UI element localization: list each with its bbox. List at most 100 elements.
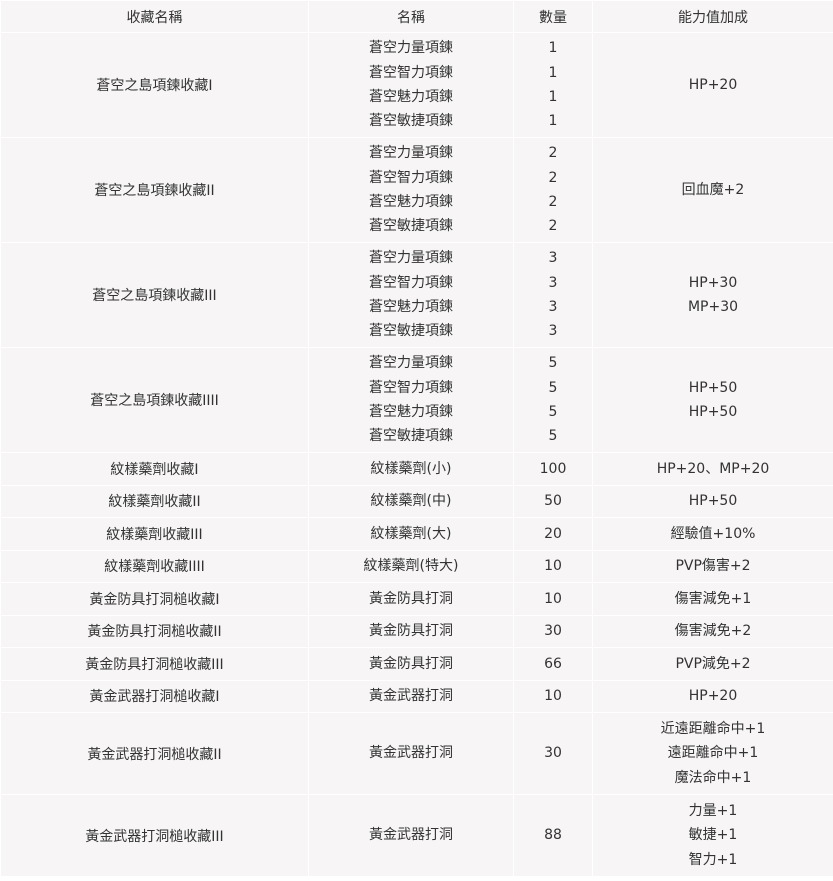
collection-name-cell: 黃金防具打洞槌收藏II bbox=[0, 614, 309, 648]
count-cell-line: 5 bbox=[548, 355, 558, 372]
bonus-cell: 力量+1 敏捷+1 智力+1 bbox=[592, 794, 833, 877]
bonus-cell-line: HP+50 bbox=[688, 493, 738, 510]
collection-name-cell: 黃金武器打洞槌收藏III bbox=[0, 794, 309, 877]
table-row: 蒼空之島項鍊收藏III 蒼空力量項鍊 蒼空智力項鍊 蒼空魅力項鍊 蒼空敏捷項鍊 3 3 3 3 H… bbox=[0, 242, 833, 348]
bonus-cell-line: HP+50 bbox=[688, 404, 738, 420]
item-name-cell: 紋樣藥劑(中) bbox=[308, 484, 514, 518]
count-cell: 88 bbox=[513, 794, 593, 877]
bonus-cell-line: 敏捷+1 bbox=[688, 827, 738, 844]
collection-name-cell: 黃金武器打洞槌收藏II bbox=[0, 712, 309, 795]
header-count: 數量 bbox=[513, 0, 593, 33]
count-cell-line: 1 bbox=[548, 89, 558, 105]
bonus-cell-line: 近遠距離命中+1 bbox=[660, 721, 766, 738]
header-row: 收藏名稱 名稱 數量 能力值加成 bbox=[0, 0, 833, 33]
bonus-cell-line: HP+20 bbox=[688, 76, 738, 93]
collection-name-cell: 黃金防具打洞槌收藏I bbox=[0, 582, 309, 616]
item-name-cell-line: 黃金武器打洞 bbox=[369, 688, 453, 705]
count-cell-line: 2 bbox=[548, 194, 558, 210]
item-name-cell-line: 蒼空敏捷項鍊 bbox=[369, 428, 453, 445]
bonus-cell: HP+50 bbox=[592, 484, 833, 518]
collection-name-cell: 蒼空之島項鍊收藏I bbox=[0, 32, 309, 138]
table-row: 黃金武器打洞槌收藏II 黃金武器打洞 30 近遠距離命中+1 遠距離命中+1 魔法命中+1 bbox=[0, 712, 833, 795]
item-name-cell-line: 蒼空魅力項鍊 bbox=[369, 404, 453, 420]
count-cell-line: 5 bbox=[548, 404, 558, 420]
table-row: 蒼空之島項鍊收藏IIII 蒼空力量項鍊 蒼空智力項鍊 蒼空魅力項鍊 蒼空敏捷項鍊 5 5 5 5… bbox=[0, 347, 833, 453]
bonus-cell-line: HP+20、MP+20 bbox=[656, 460, 770, 477]
bonus-cell: HP+20 bbox=[592, 32, 833, 138]
item-name-cell-line: 蒼空魅力項鍊 bbox=[369, 299, 453, 315]
bonus-cell-line: 回血魔+2 bbox=[681, 181, 745, 198]
count-cell: 30 bbox=[513, 712, 593, 795]
collection-name-cell: 蒼空之島項鍊收藏III bbox=[0, 242, 309, 348]
item-name-cell-line: 蒼空敏捷項鍊 bbox=[369, 218, 453, 235]
collection-name-cell: 黃金武器打洞槌收藏I bbox=[0, 679, 309, 713]
count-cell: 20 bbox=[513, 517, 593, 551]
count-cell: 10 bbox=[513, 679, 593, 713]
item-name-cell-line: 紋樣藥劑(小) bbox=[370, 460, 452, 477]
count-cell-line: 10 bbox=[544, 590, 562, 607]
collection-name-cell: 蒼空之島項鍊收藏II bbox=[0, 137, 309, 243]
item-name-cell-line: 蒼空力量項鍊 bbox=[369, 40, 453, 57]
count-cell-line: 30 bbox=[544, 623, 562, 640]
count-cell: 10 bbox=[513, 582, 593, 616]
collection-name-cell: 蒼空之島項鍊收藏IIII bbox=[0, 347, 309, 453]
count-cell: 10 bbox=[513, 549, 593, 583]
header-name: 名稱 bbox=[308, 0, 514, 33]
bonus-cell-line: 經驗值+10% bbox=[670, 525, 756, 542]
item-name-cell-line: 紋樣藥劑(中) bbox=[370, 493, 452, 510]
bonus-cell: 傷害減免+2 bbox=[592, 614, 833, 648]
count-cell-line: 20 bbox=[544, 525, 562, 542]
bonus-cell: PVP減免+2 bbox=[592, 647, 833, 681]
table-row: 紋樣藥劑收藏II 紋樣藥劑(中) 50 HP+50 bbox=[0, 484, 833, 518]
bonus-cell: HP+20 bbox=[592, 679, 833, 713]
bonus-cell: HP+20、MP+20 bbox=[592, 452, 833, 486]
item-name-cell: 黃金防具打洞 bbox=[308, 647, 514, 681]
item-name-cell: 黃金武器打洞 bbox=[308, 679, 514, 713]
bonus-cell: 回血魔+2 bbox=[592, 137, 833, 243]
item-name-cell-line: 黃金防具打洞 bbox=[369, 623, 453, 640]
count-cell-line: 1 bbox=[548, 64, 558, 81]
count-cell-line: 50 bbox=[544, 493, 562, 510]
count-cell: 66 bbox=[513, 647, 593, 681]
item-name-cell: 紋樣藥劑(大) bbox=[308, 517, 514, 551]
bonus-cell-line: HP+50 bbox=[688, 379, 738, 396]
bonus-cell-line: 傷害減免+1 bbox=[674, 590, 752, 607]
count-cell-line: 5 bbox=[548, 379, 558, 396]
table-row: 黃金防具打洞槌收藏III 黃金防具打洞 66 PVP減免+2 bbox=[0, 647, 833, 681]
item-name-cell: 黃金武器打洞 bbox=[308, 712, 514, 795]
table-row: 紋樣藥劑收藏I 紋樣藥劑(小) 100 HP+20、MP+20 bbox=[0, 452, 833, 486]
table-row: 黃金防具打洞槌收藏I 黃金防具打洞 10 傷害減免+1 bbox=[0, 582, 833, 616]
item-name-cell-line: 蒼空力量項鍊 bbox=[369, 250, 453, 267]
collection-name-cell: 紋樣藥劑收藏II bbox=[0, 484, 309, 518]
bonus-cell: 經驗值+10% bbox=[592, 517, 833, 551]
bonus-cell-line: 力量+1 bbox=[688, 803, 738, 820]
count-cell: 5 5 5 5 bbox=[513, 347, 593, 453]
count-cell-line: 10 bbox=[544, 688, 562, 705]
item-name-cell-line: 黃金防具打洞 bbox=[369, 655, 453, 672]
count-cell-line: 3 bbox=[548, 274, 558, 291]
item-name-cell-line: 蒼空敏捷項鍊 bbox=[369, 323, 453, 340]
item-name-cell: 蒼空力量項鍊 蒼空智力項鍊 蒼空魅力項鍊 蒼空敏捷項鍊 bbox=[308, 32, 514, 138]
count-cell-line: 1 bbox=[548, 40, 558, 57]
count-cell-line: 1 bbox=[548, 113, 558, 130]
header-bonus: 能力值加成 bbox=[592, 0, 833, 33]
count-cell-line: 2 bbox=[548, 145, 558, 162]
count-cell-line: 5 bbox=[548, 428, 558, 445]
table-row: 黃金防具打洞槌收藏II 黃金防具打洞 30 傷害減免+2 bbox=[0, 614, 833, 648]
collection-name-cell: 紋樣藥劑收藏I bbox=[0, 452, 309, 486]
collection-name-cell: 紋樣藥劑收藏III bbox=[0, 517, 309, 551]
item-name-cell-line: 蒼空魅力項鍊 bbox=[369, 89, 453, 105]
item-name-cell-line: 黃金防具打洞 bbox=[369, 590, 453, 607]
bonus-cell-line: PVP減免+2 bbox=[675, 655, 751, 672]
count-cell: 50 bbox=[513, 484, 593, 518]
bonus-cell: 傷害減免+1 bbox=[592, 582, 833, 616]
table-row: 黃金武器打洞槌收藏III 黃金武器打洞 88 力量+1 敏捷+1 智力+1 bbox=[0, 794, 833, 877]
count-cell-line: 88 bbox=[544, 827, 562, 844]
bonus-cell-line: 傷害減免+2 bbox=[674, 623, 752, 640]
bonus-cell-line: HP+30 bbox=[688, 274, 738, 291]
count-cell: 3 3 3 3 bbox=[513, 242, 593, 348]
item-name-cell-line: 黃金武器打洞 bbox=[369, 827, 453, 844]
item-name-cell-line: 蒼空智力項鍊 bbox=[369, 379, 453, 396]
item-name-cell: 黃金防具打洞 bbox=[308, 614, 514, 648]
